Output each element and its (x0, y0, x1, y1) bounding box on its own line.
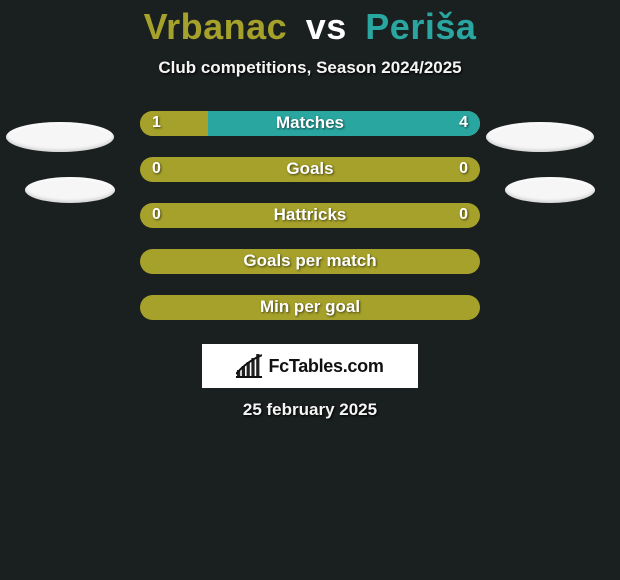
date-line: 25 february 2025 (0, 400, 620, 420)
stat-value-left: 0 (152, 203, 161, 228)
stat-value-right: 4 (459, 111, 468, 136)
stat-label: Hattricks (140, 203, 480, 228)
title-vs: vs (306, 6, 347, 47)
stat-bar-left (140, 111, 208, 136)
title-player2: Periša (365, 6, 476, 47)
title-player1: Vrbanac (144, 6, 288, 47)
stat-row: Goals per match (0, 238, 620, 284)
stat-bar: Goals0 0 (140, 157, 480, 182)
stat-rows: Matches14Goals00Hattricks00Goals per mat… (0, 100, 620, 330)
stat-label: Goals (140, 157, 480, 182)
bar-chart-icon-svg (236, 354, 262, 378)
stat-bar: Goals per match (140, 249, 480, 274)
stat-bar: Min per goal (140, 295, 480, 320)
stat-row: Min per goal (0, 284, 620, 330)
comparison-card: Vrbanac vs Periša Club competitions, Sea… (0, 0, 620, 580)
subtitle: Club competitions, Season 2024/2025 (0, 58, 620, 78)
stat-row: Goals0 0 (0, 146, 620, 192)
page-title: Vrbanac vs Periša (0, 6, 620, 48)
logo-box: FcTables.com (202, 344, 418, 388)
stat-bar: Hattricks0 0 (140, 203, 480, 228)
stat-bar: Matches14 (140, 111, 480, 136)
stat-value-right: 0 (459, 157, 468, 182)
stat-value-left: 1 (152, 111, 161, 136)
stat-row: Hattricks0 0 (0, 192, 620, 238)
stat-label: Min per goal (140, 295, 480, 320)
bar-chart-icon (236, 354, 262, 378)
stat-value-right: 0 (459, 203, 468, 228)
stat-value-left: 0 (152, 157, 161, 182)
logo-text: FcTables.com (268, 356, 383, 377)
stat-bar-right (208, 111, 480, 136)
stat-row: Matches14 (0, 100, 620, 146)
stat-label: Goals per match (140, 249, 480, 274)
